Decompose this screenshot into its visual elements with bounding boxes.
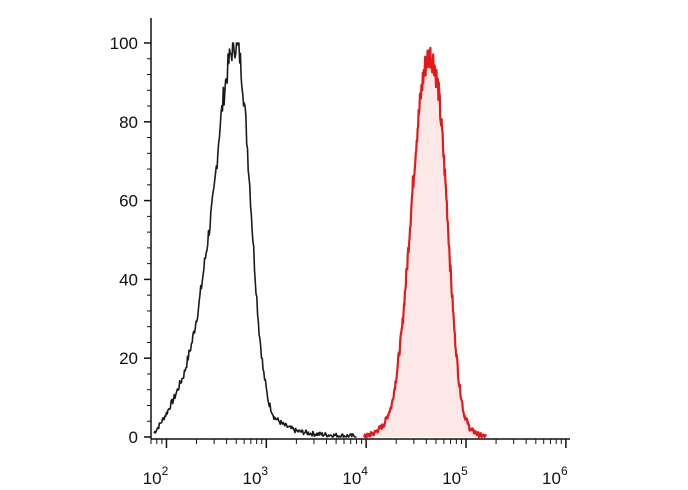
x-tick-exponent: 6	[561, 464, 568, 478]
series-0-line	[153, 42, 357, 438]
x-tick-base: 10	[243, 469, 262, 488]
x-tick-exponent: 3	[261, 464, 268, 478]
x-tick-exponent: 5	[461, 464, 468, 478]
series-layer	[153, 42, 488, 439]
x-tick-label: 106	[542, 464, 568, 488]
y-tick-label: 40	[119, 270, 138, 289]
series-1-line	[363, 46, 488, 439]
y-tick-label: 80	[119, 113, 138, 132]
y-tick-label: 0	[129, 428, 138, 447]
x-tick-base: 10	[143, 469, 162, 488]
x-axis-ticks: 102 103 104 105 106	[143, 439, 568, 488]
series-1-area	[363, 47, 487, 438]
x-tick-label: 102	[143, 464, 169, 488]
y-tick-label: 20	[119, 349, 138, 368]
y-tick-label: 60	[119, 192, 138, 211]
x-tick-exponent: 4	[361, 464, 368, 478]
x-tick-exponent: 2	[162, 464, 169, 478]
y-tick-label: 100	[110, 34, 138, 53]
x-tick-base: 10	[342, 469, 361, 488]
x-tick-base: 10	[442, 469, 461, 488]
x-tick-label: 103	[243, 464, 269, 488]
x-tick-base: 10	[542, 469, 561, 488]
x-tick-label: 104	[342, 464, 368, 488]
x-tick-label: 105	[442, 464, 468, 488]
y-axis-ticks: 0 20 40 60 80 100	[110, 34, 151, 447]
